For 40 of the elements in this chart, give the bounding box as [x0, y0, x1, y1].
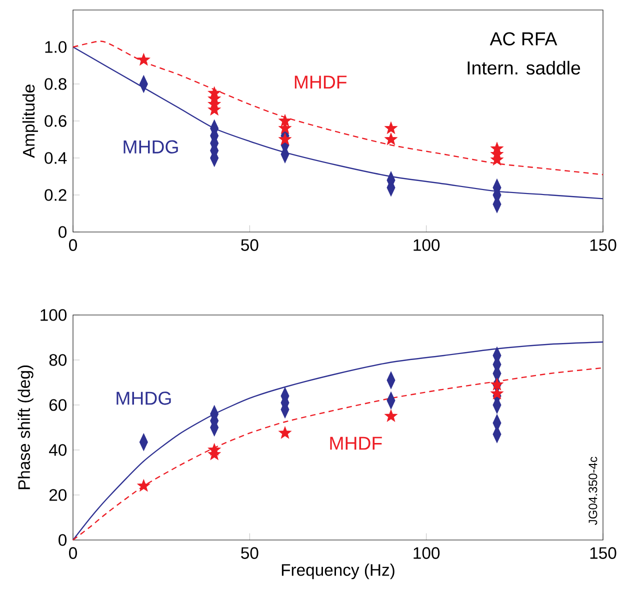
x-tick-label: 0	[69, 239, 77, 251]
annotation: Intern. saddle	[468, 60, 580, 75]
annotation: AC RFA	[490, 32, 558, 46]
y-tick-label: 80	[49, 354, 67, 366]
y-tick-label: 0.2	[44, 189, 66, 201]
point	[278, 426, 292, 439]
point	[137, 53, 150, 66]
series-label: MHDG	[124, 140, 178, 154]
x-tick-label: 0	[69, 547, 77, 559]
point	[137, 479, 150, 492]
x-tick-label: 150	[590, 239, 616, 251]
line-series	[72, 46, 604, 200]
y-tick-label: 20	[49, 489, 67, 501]
y-tick-label: 0.4	[44, 152, 67, 164]
point	[490, 387, 504, 400]
y-tick-label: 40	[49, 444, 67, 456]
point	[384, 132, 398, 145]
point	[384, 410, 398, 422]
y-tick-label: 0	[58, 226, 67, 238]
series-label: MHDF	[330, 436, 382, 450]
point	[278, 132, 292, 145]
y-tick-label: 0.6	[44, 115, 66, 127]
y-tick-label: 1.0	[45, 41, 67, 53]
y-tick-label: 60	[49, 399, 67, 411]
y-axis-title: Amplitude	[22, 84, 38, 158]
x-tick-label: 50	[241, 239, 258, 251]
point	[490, 378, 504, 390]
series-label: MHDG	[116, 392, 171, 405]
series-label: MHDF	[294, 76, 347, 89]
x-tick-label: 100	[414, 547, 440, 559]
x-tick-label: 100	[414, 239, 440, 251]
y-tick-label: 0.8	[44, 78, 66, 90]
y-axis-title: Phase shift (deg)	[18, 366, 34, 490]
annotation: JG04.350-4c	[588, 456, 598, 525]
y-tick-label: 100	[40, 309, 67, 321]
x-tick-label: 50	[241, 547, 258, 559]
y-tick-label: 0	[58, 534, 67, 546]
x-tick-label: 150	[590, 547, 616, 559]
x-axis-title: Frequency (Hz)	[282, 564, 394, 580]
point	[384, 122, 398, 134]
